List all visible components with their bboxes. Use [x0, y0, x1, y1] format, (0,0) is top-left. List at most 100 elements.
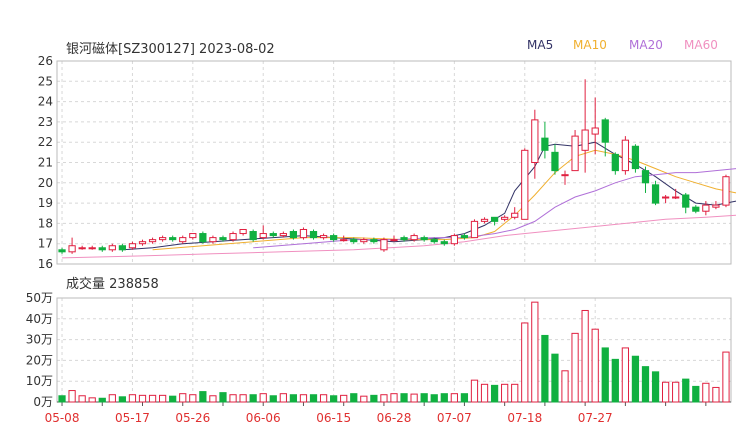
- candle: [249, 229, 257, 242]
- price-tick-label: 18: [38, 216, 53, 230]
- price-tick-label: 23: [38, 115, 53, 129]
- candle: [440, 239, 448, 246]
- candle-body: [209, 237, 217, 243]
- candle: [209, 235, 217, 244]
- candle-body: [601, 119, 609, 143]
- candle: [169, 235, 177, 242]
- price-tick-label: 17: [38, 237, 53, 251]
- volume-bar: [390, 393, 398, 403]
- date-tick-label: 06-06: [246, 411, 281, 425]
- volume-label: 成交量: [66, 277, 106, 292]
- volume-bar: [430, 394, 438, 403]
- volume-bar: [380, 394, 388, 403]
- volume-bar: [631, 355, 640, 403]
- volume-bar: [531, 301, 539, 403]
- candle: [581, 79, 589, 173]
- candle-body: [289, 231, 298, 239]
- volume-bar: [712, 386, 720, 403]
- candle-body: [179, 237, 187, 243]
- volume-bar: [581, 309, 589, 403]
- candle: [601, 117, 609, 157]
- candle-body: [511, 212, 519, 218]
- volume-bar: [68, 390, 76, 403]
- legend-ma5: MA5: [527, 38, 554, 52]
- volume-bar: [219, 392, 227, 403]
- candle-body: [98, 247, 106, 251]
- volume-bar: [340, 394, 348, 403]
- candle: [480, 217, 489, 224]
- candle: [672, 188, 680, 200]
- candle: [661, 194, 670, 204]
- volume-bar: [148, 394, 157, 403]
- date-tick-label: 06-28: [377, 411, 412, 425]
- grid-lines: [56, 60, 732, 406]
- candle-body: [661, 196, 670, 199]
- candle-body: [279, 233, 287, 237]
- volume-bar: [189, 394, 197, 403]
- date-tick-label: 06-15: [316, 411, 351, 425]
- volume-bar: [128, 394, 137, 403]
- candle: [229, 231, 237, 242]
- candle-body: [299, 228, 308, 239]
- candle-body: [631, 145, 640, 170]
- volume-bar: [239, 394, 247, 403]
- candle: [108, 243, 116, 252]
- volume-bar: [480, 383, 489, 403]
- ma-line-ma60: [61, 214, 737, 259]
- candle-body: [410, 235, 418, 241]
- price-tick-label: 19: [38, 196, 53, 210]
- volume-bar: [370, 394, 378, 403]
- candle-body: [672, 196, 680, 199]
- candle: [58, 247, 66, 254]
- price-panel-border: [56, 60, 732, 265]
- candle-body: [189, 233, 197, 239]
- price-tick-label: 16: [38, 257, 53, 271]
- legend-ma20: MA20: [629, 38, 663, 52]
- volume-bar: [541, 334, 549, 403]
- volume-bar: [209, 395, 217, 403]
- candle-body: [470, 220, 479, 239]
- volume-bar: [692, 385, 700, 403]
- volume-bar: [672, 381, 680, 403]
- candle-body: [199, 233, 207, 243]
- candle-body: [480, 218, 489, 222]
- volume-tick-label: 40万: [26, 312, 53, 326]
- volume-bar: [299, 394, 308, 403]
- candle: [279, 231, 287, 238]
- candle-body: [702, 204, 710, 212]
- volume-bar: [138, 394, 147, 403]
- volume-bar: [722, 351, 730, 403]
- candle: [189, 233, 197, 240]
- candle-body: [581, 129, 589, 151]
- candle-body: [148, 239, 157, 243]
- candle-body: [350, 239, 358, 243]
- date-tick-label: 05-17: [115, 411, 150, 425]
- candle: [561, 170, 569, 185]
- candle: [651, 180, 660, 206]
- candle-body: [370, 239, 378, 243]
- candle-body: [541, 137, 549, 151]
- candle: [78, 245, 86, 250]
- candle-body: [68, 245, 76, 253]
- volume-bar: [450, 393, 458, 403]
- volume-bar: [279, 393, 287, 403]
- candle: [631, 144, 640, 173]
- volume-tick-label: 20万: [26, 353, 53, 367]
- candle: [410, 233, 418, 242]
- candle: [420, 235, 428, 242]
- volume-bar: [58, 395, 66, 403]
- legend-ma60: MA60: [684, 38, 718, 52]
- price-tick-label: 26: [38, 54, 53, 68]
- candle: [470, 219, 479, 239]
- volume-bar: [169, 395, 177, 403]
- candle: [370, 237, 378, 244]
- candle: [390, 235, 398, 242]
- volume-bar: [440, 393, 448, 403]
- candle-body: [380, 239, 388, 251]
- candle: [259, 225, 267, 240]
- candle-body: [259, 233, 267, 239]
- volume-bar: [521, 322, 529, 403]
- candle-body: [551, 151, 559, 172]
- volume-bar: [501, 383, 509, 403]
